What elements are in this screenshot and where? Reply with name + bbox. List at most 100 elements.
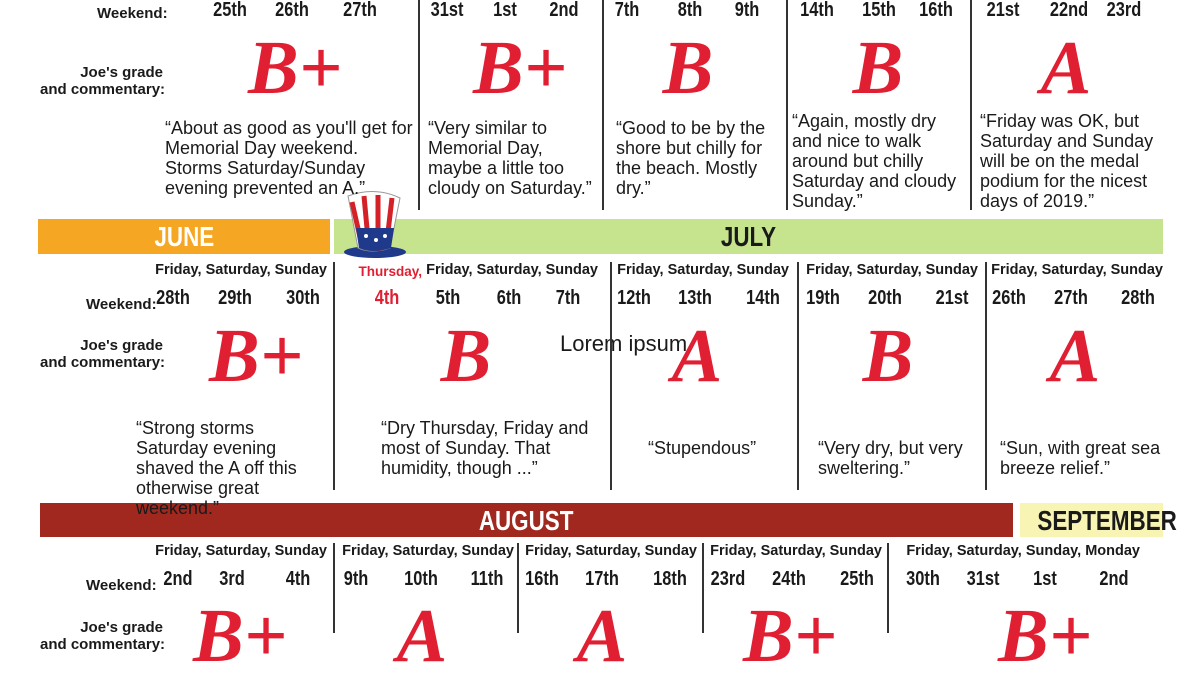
column-divider xyxy=(418,0,420,210)
date: 10th xyxy=(404,568,438,590)
month-name: JUNE xyxy=(154,221,214,252)
days-header: Friday, Saturday, Sunday xyxy=(155,262,327,278)
date: 8th xyxy=(677,0,703,21)
date: 2nd xyxy=(549,0,579,21)
date: 5th xyxy=(435,287,461,309)
holiday-day: Thursday, xyxy=(358,264,422,279)
column-divider xyxy=(333,543,335,633)
date: 9th xyxy=(343,568,369,590)
date: 17th xyxy=(585,568,619,590)
date: 2nd xyxy=(163,568,193,590)
date: 9th xyxy=(734,0,760,21)
commentary: “Friday was OK, but Saturday and Sunday … xyxy=(980,111,1154,211)
grade-label: and commentary: xyxy=(40,354,166,371)
column-divider xyxy=(702,543,704,633)
grade: B+ xyxy=(209,314,303,398)
date: 26th xyxy=(992,287,1026,309)
overlay-text: Lorem ipsum xyxy=(560,331,688,356)
date: 24th xyxy=(772,568,806,590)
date: 15th xyxy=(862,0,896,21)
month-band: SEPTEMBER xyxy=(1020,503,1177,537)
date: 18th xyxy=(653,568,687,590)
column-divider xyxy=(985,262,987,490)
grade: A xyxy=(576,594,628,678)
column-divider xyxy=(602,0,604,210)
month-band: AUGUST xyxy=(40,503,1013,537)
date: 4th xyxy=(285,568,311,590)
page: {"labels":{"weekend":"Weekend:","grade_l… xyxy=(38,0,1177,674)
month-band: JULY xyxy=(334,219,1163,254)
grade: B xyxy=(852,26,904,110)
date: 29th xyxy=(218,287,252,309)
date: 26th xyxy=(275,0,309,21)
date: 27th xyxy=(343,0,377,21)
commentary: “Strong storms Saturday evening shaved t… xyxy=(136,418,297,518)
grade: A xyxy=(396,594,448,678)
date: 3rd xyxy=(219,568,245,590)
date: 6th xyxy=(496,287,522,309)
weekend-label: Weekend: xyxy=(97,5,168,22)
commentary: “Very dry, but very sweltering.” xyxy=(818,438,963,478)
date: 28th xyxy=(156,287,190,309)
commentary: “Good to be by the shore but chilly for … xyxy=(616,118,766,198)
date: 31st xyxy=(966,568,1000,590)
column-divider xyxy=(797,262,799,490)
grade: B+ xyxy=(998,594,1092,678)
date: 13th xyxy=(678,287,712,309)
grade: B+ xyxy=(193,594,287,678)
month-name: AUGUST xyxy=(479,505,574,536)
column-divider xyxy=(517,543,519,633)
grade: B+ xyxy=(473,26,567,110)
date: 14th xyxy=(746,287,780,309)
days-header: Friday, Saturday, Sunday xyxy=(525,543,697,559)
weekend-label: Weekend: xyxy=(86,577,157,594)
hat-icon xyxy=(344,191,406,258)
days-header: Friday, Saturday, Sunday xyxy=(155,543,327,559)
column-divider xyxy=(887,543,889,633)
date: 14th xyxy=(800,0,834,21)
days-header: Friday, Saturday, Sunday, Monday xyxy=(906,543,1140,559)
grade-label: and commentary: xyxy=(40,636,166,653)
date: 16th xyxy=(525,568,559,590)
grade-label: Joe's grade xyxy=(80,337,163,354)
date: 1st xyxy=(1033,568,1057,590)
date: 25th xyxy=(840,568,874,590)
days-header: Friday, Saturday, Sunday xyxy=(342,543,514,559)
commentary: “Stupendous” xyxy=(648,438,757,458)
weekend-label: Weekend: xyxy=(86,296,157,313)
grade: B xyxy=(440,314,492,398)
date: 19th xyxy=(806,287,840,309)
column-divider xyxy=(786,0,788,210)
date: 25th xyxy=(213,0,247,21)
grade: A xyxy=(671,314,723,398)
date: 30th xyxy=(286,287,320,309)
date: 7th xyxy=(614,0,640,21)
date: 23rd xyxy=(710,568,746,590)
column-divider xyxy=(333,262,335,490)
month-name: JULY xyxy=(720,221,777,252)
column-divider xyxy=(610,262,612,490)
grade: B+ xyxy=(743,594,837,678)
grade-label: Joe's grade xyxy=(80,64,163,81)
commentary: “Again, mostly dry and nice to walk arou… xyxy=(792,111,957,211)
date: 7th xyxy=(555,287,581,309)
commentary: “Sun, with great sea breeze relief.” xyxy=(1000,438,1161,478)
column-divider xyxy=(970,0,972,210)
days-header: Friday, Saturday, Sunday xyxy=(426,262,598,278)
days-header: Friday, Saturday, Sunday xyxy=(617,262,789,278)
date: 20th xyxy=(868,287,902,309)
date: 16th xyxy=(919,0,953,21)
date: 1st xyxy=(493,0,517,21)
grade: A xyxy=(1040,26,1092,110)
date: 28th xyxy=(1121,287,1155,309)
days-header: Friday, Saturday, Sunday xyxy=(991,262,1163,278)
date: 31st xyxy=(430,0,464,21)
grade-label: Joe's grade xyxy=(80,619,163,636)
days-header: Friday, Saturday, Sunday xyxy=(806,262,978,278)
commentary: “About as good as you'll get for Memoria… xyxy=(165,118,413,198)
grade-label: and commentary: xyxy=(40,81,166,98)
month-name: SEPTEMBER xyxy=(1037,505,1177,536)
date: 4th xyxy=(374,287,400,309)
commentary: “Very similar to Memorial Day, maybe a l… xyxy=(428,118,592,198)
grade: B xyxy=(862,314,914,398)
